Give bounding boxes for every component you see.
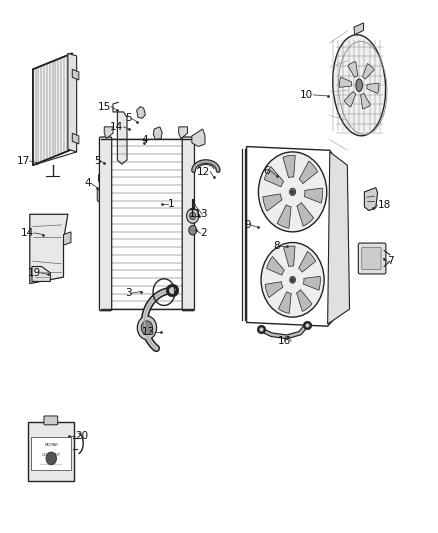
Polygon shape — [354, 23, 364, 35]
Ellipse shape — [290, 188, 296, 196]
Wedge shape — [360, 93, 371, 109]
Polygon shape — [137, 107, 145, 118]
Polygon shape — [32, 266, 50, 281]
Wedge shape — [299, 161, 318, 184]
Polygon shape — [97, 188, 106, 204]
FancyBboxPatch shape — [28, 422, 74, 481]
Circle shape — [138, 316, 157, 340]
Circle shape — [190, 212, 196, 220]
Wedge shape — [279, 292, 291, 313]
Text: ——————: —————— — [39, 462, 63, 466]
Circle shape — [187, 208, 199, 223]
Ellipse shape — [291, 278, 294, 281]
Text: 11: 11 — [189, 209, 202, 219]
Ellipse shape — [290, 277, 295, 283]
Wedge shape — [344, 92, 356, 107]
Polygon shape — [192, 129, 205, 147]
FancyBboxPatch shape — [358, 243, 386, 274]
Text: 15: 15 — [98, 102, 111, 111]
Ellipse shape — [261, 243, 324, 317]
Polygon shape — [99, 172, 106, 184]
Text: 6: 6 — [264, 166, 270, 175]
Circle shape — [46, 452, 57, 465]
Text: COOLANT: COOLANT — [42, 453, 61, 457]
Wedge shape — [264, 167, 284, 187]
Text: 16: 16 — [278, 336, 291, 346]
FancyBboxPatch shape — [44, 416, 58, 425]
Ellipse shape — [258, 152, 327, 232]
Text: 8: 8 — [274, 241, 280, 251]
Wedge shape — [299, 252, 316, 272]
Circle shape — [189, 225, 197, 235]
Polygon shape — [328, 152, 350, 324]
Text: MOPAR: MOPAR — [44, 443, 58, 447]
Text: 9: 9 — [244, 220, 251, 230]
Ellipse shape — [333, 35, 385, 136]
Text: 4: 4 — [85, 179, 91, 188]
Polygon shape — [117, 112, 127, 164]
Text: 18: 18 — [378, 200, 391, 210]
Text: 12: 12 — [197, 167, 210, 176]
Wedge shape — [265, 281, 283, 297]
Polygon shape — [64, 232, 71, 245]
Polygon shape — [72, 133, 79, 144]
Wedge shape — [304, 276, 320, 290]
Wedge shape — [266, 256, 284, 275]
Wedge shape — [283, 155, 295, 177]
Polygon shape — [104, 127, 113, 139]
Polygon shape — [179, 127, 187, 139]
Text: 3: 3 — [125, 288, 131, 298]
Wedge shape — [284, 246, 295, 266]
Wedge shape — [304, 188, 323, 203]
FancyBboxPatch shape — [182, 137, 194, 311]
Wedge shape — [348, 62, 358, 77]
Text: 2: 2 — [201, 229, 207, 238]
Text: 10: 10 — [300, 90, 313, 100]
Wedge shape — [277, 205, 291, 228]
Text: 4: 4 — [141, 135, 148, 144]
Text: 20: 20 — [75, 431, 88, 441]
Polygon shape — [72, 69, 79, 80]
FancyBboxPatch shape — [31, 437, 71, 470]
Polygon shape — [153, 127, 162, 140]
Text: 19: 19 — [28, 268, 41, 278]
Ellipse shape — [356, 79, 362, 92]
Wedge shape — [297, 289, 312, 311]
Wedge shape — [339, 77, 352, 87]
Text: 3: 3 — [200, 209, 206, 219]
Text: 17: 17 — [17, 156, 30, 166]
FancyBboxPatch shape — [99, 137, 112, 311]
Text: 13: 13 — [142, 327, 155, 336]
Text: 14: 14 — [21, 228, 34, 238]
Polygon shape — [68, 53, 77, 152]
Wedge shape — [263, 194, 282, 211]
Polygon shape — [30, 214, 68, 284]
Text: 7: 7 — [387, 256, 394, 266]
Wedge shape — [367, 83, 379, 93]
Circle shape — [141, 321, 152, 335]
Polygon shape — [364, 188, 378, 211]
Ellipse shape — [291, 190, 294, 193]
Wedge shape — [363, 63, 374, 79]
Text: 1: 1 — [168, 199, 174, 209]
Text: 14: 14 — [110, 122, 124, 132]
Text: 5: 5 — [94, 156, 101, 166]
Polygon shape — [33, 53, 72, 165]
Text: 5: 5 — [125, 114, 131, 123]
Wedge shape — [297, 203, 314, 226]
FancyBboxPatch shape — [362, 247, 381, 270]
